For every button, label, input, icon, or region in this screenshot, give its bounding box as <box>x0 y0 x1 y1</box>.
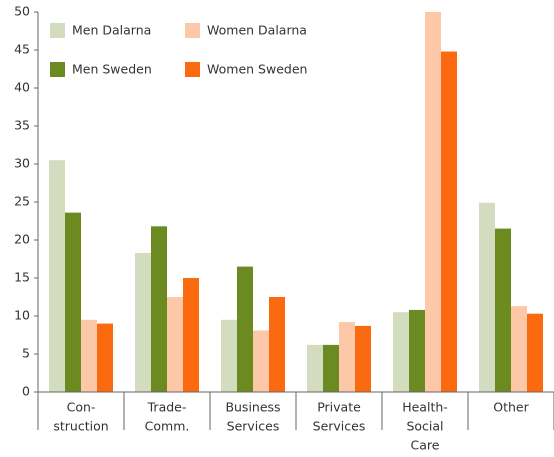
y-tick-label: 25 <box>14 194 30 209</box>
bar <box>425 12 441 392</box>
bar <box>409 309 425 392</box>
x-tick-label: Business <box>225 400 280 415</box>
x-tick-label: Con- <box>67 400 96 415</box>
bar <box>221 319 237 392</box>
bar <box>495 228 511 392</box>
x-tick-label: Trade- <box>147 400 187 415</box>
bar <box>527 313 543 392</box>
x-tick-label: Care <box>411 438 440 453</box>
y-tick-label: 10 <box>14 308 30 323</box>
y-tick-label: 40 <box>14 80 30 95</box>
x-tick-label: Social <box>406 419 443 434</box>
legend-swatch <box>50 23 65 38</box>
x-tick-label: Comm. <box>145 419 190 434</box>
legend-swatch <box>185 23 200 38</box>
legend-label: Men Sweden <box>72 62 152 77</box>
y-tick-label: 15 <box>14 270 30 285</box>
x-tick-label: Other <box>493 400 529 415</box>
y-tick-label: 0 <box>22 384 30 399</box>
bar <box>269 297 285 392</box>
bar <box>135 252 151 392</box>
bar <box>253 330 269 392</box>
bar <box>65 212 81 392</box>
bar <box>479 202 495 392</box>
bar <box>97 323 113 392</box>
x-tick-label: struction <box>53 419 108 434</box>
legend-label: Men Dalarna <box>72 23 151 38</box>
bar <box>441 51 457 393</box>
bar <box>393 312 409 392</box>
y-tick-label: 35 <box>14 118 30 133</box>
bar <box>49 160 65 392</box>
bar <box>237 266 253 392</box>
x-tick-label: Private <box>317 400 361 415</box>
legend-label: Women Sweden <box>207 62 307 77</box>
y-tick-label: 30 <box>14 156 30 171</box>
bar <box>323 344 339 392</box>
y-tick-label: 50 <box>14 4 30 19</box>
y-tick-label: 45 <box>14 42 30 57</box>
bar <box>183 278 199 392</box>
y-tick-label: 20 <box>14 232 30 247</box>
x-tick-label: Health- <box>402 400 448 415</box>
bar <box>339 322 355 392</box>
bar <box>151 226 167 392</box>
legend-label: Women Dalarna <box>207 23 307 38</box>
bar <box>355 325 371 392</box>
bar <box>307 344 323 392</box>
x-tick-label: Services <box>227 419 280 434</box>
bar <box>511 306 527 392</box>
legend-swatch <box>185 62 200 77</box>
legend-swatch <box>50 62 65 77</box>
x-tick-label: Services <box>313 419 366 434</box>
bar <box>81 319 97 392</box>
bar <box>167 297 183 392</box>
y-tick-label: 5 <box>22 346 30 361</box>
